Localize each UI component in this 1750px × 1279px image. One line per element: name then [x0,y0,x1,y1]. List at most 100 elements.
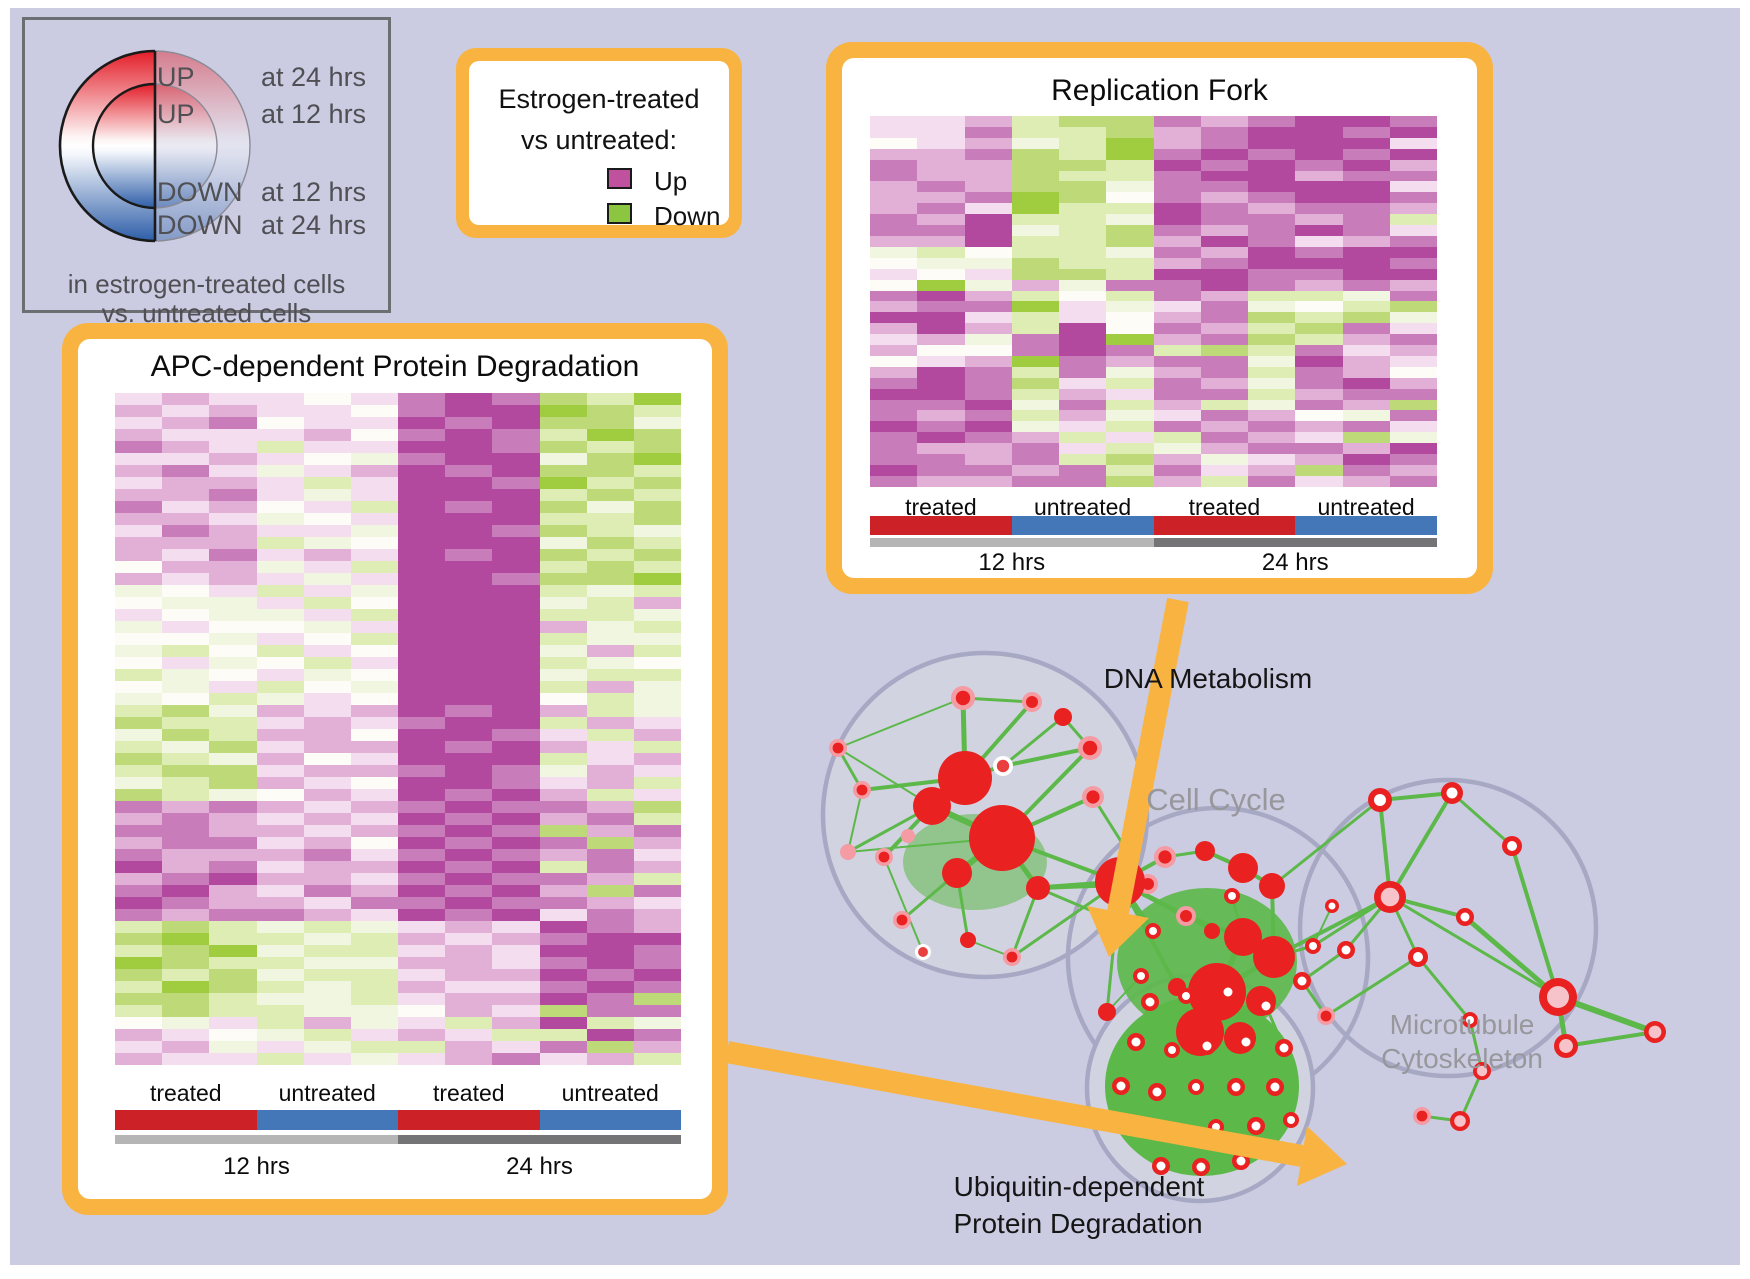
heatmap-cell [633,681,682,693]
heatmap-cell [633,885,682,897]
heatmap-cell [115,645,163,657]
heatmap-cell [1200,137,1248,149]
heatmap-cell [492,921,540,933]
network-node [1287,1116,1295,1124]
heatmap-cell [303,489,351,501]
heatmap-cell [256,645,304,657]
network-node [1241,1037,1251,1047]
heatmap-cell [586,897,634,909]
heatmap-cell [492,561,540,573]
heatmap-cell [1153,432,1201,444]
heatmap-cell [445,693,493,705]
heatmap-cell [1200,192,1248,204]
heatmap-cell [917,268,965,280]
heatmap-cell [917,170,965,182]
heatmap-cell [303,1053,351,1065]
heatmap-row [115,873,682,885]
heatmap-cell [492,969,540,981]
heatmap-cell [115,525,163,537]
heatmap-cell [633,393,682,405]
heatmap-cell [1059,148,1107,160]
heatmap-cell [633,1017,682,1029]
network-node [1546,985,1570,1009]
heatmap-cell [492,933,540,945]
heatmap-cell [1342,257,1390,269]
heatmap-cell [398,657,446,669]
heatmap-cell [870,214,918,226]
network-node [1270,1082,1280,1092]
heatmap-cell [209,465,257,477]
network-node [1261,1001,1271,1011]
heatmap-cell [162,669,210,681]
heatmap-cell [586,993,634,1005]
heatmap-cell [162,1041,210,1053]
heatmap-row [870,366,1437,378]
heatmap-cell [1106,421,1154,433]
network-node [1180,910,1192,922]
heatmap-cell [1342,301,1390,313]
heatmap-row [870,334,1437,346]
heatmap-cell [964,465,1012,476]
legend-row-down-24: DOWN at 24 hrs [25,210,388,240]
network-node [1158,850,1172,864]
heatmap-cell [1389,443,1437,455]
heatmap-cell [539,969,587,981]
heatmap-cell [870,475,918,487]
heatmap-row [115,453,682,465]
heatmap-cell [492,1017,540,1029]
heatmap-cell [350,393,399,405]
heatmap-cell [115,1041,163,1053]
heatmap-cell [1248,116,1296,127]
heatmap-cell [256,429,304,441]
heatmap-cell [539,489,587,501]
heatmap-cell [917,257,965,269]
heatmap-cell [445,837,493,849]
heatmap-cell [492,705,540,717]
heatmap-cell [398,1029,446,1041]
heatmap-cell [162,933,210,945]
heatmap-cell [1200,279,1248,291]
heatmap-cell [1011,225,1059,236]
heatmap-cell [492,801,540,813]
heatmap-cell [256,861,304,873]
heatmap-cell [1389,268,1437,280]
heatmap-cell [492,753,540,765]
heatmap-cell [1059,181,1107,193]
heatmap-row [870,410,1437,422]
network-node [1380,887,1400,907]
heatmap-cell [917,454,965,465]
heatmap-cell [633,513,682,525]
heatmap-cell [633,1053,682,1065]
heatmap-cell [586,489,634,501]
heatmap-cell [1342,475,1390,487]
heatmap-cell [870,290,918,302]
annotation-arrow-head-icon [1297,1126,1347,1186]
heatmap-cell [303,429,351,441]
heatmap-cell [209,501,257,513]
heatmap-cell [162,609,210,621]
heatmap-cell [1295,268,1343,280]
heatmap-cell [870,235,918,247]
heatmap-cell [1106,192,1154,204]
network-node [1228,853,1258,883]
heatmap-cell [209,621,257,633]
heatmap-cell [398,1053,446,1065]
time-bar-segment [398,1135,681,1144]
heatmap-cell [115,825,163,837]
heatmap-cell [256,801,304,813]
heatmap-cell [303,921,351,933]
heatmap-cell [1295,225,1343,236]
heatmap-cell [1059,214,1107,226]
heatmap-cell [964,377,1012,389]
heatmap-cell [1295,465,1343,476]
heatmap-cell [445,669,493,681]
heatmap-cell [1342,323,1390,335]
heatmap-row [870,454,1437,465]
heatmap-cell [964,388,1012,400]
heatmap-cell [445,789,493,801]
heatmap-cell [964,421,1012,433]
heatmap-cell [1200,355,1248,367]
heatmap-cell [492,717,540,729]
heatmap-cell [1342,137,1390,149]
heatmap-cell [1389,366,1437,378]
